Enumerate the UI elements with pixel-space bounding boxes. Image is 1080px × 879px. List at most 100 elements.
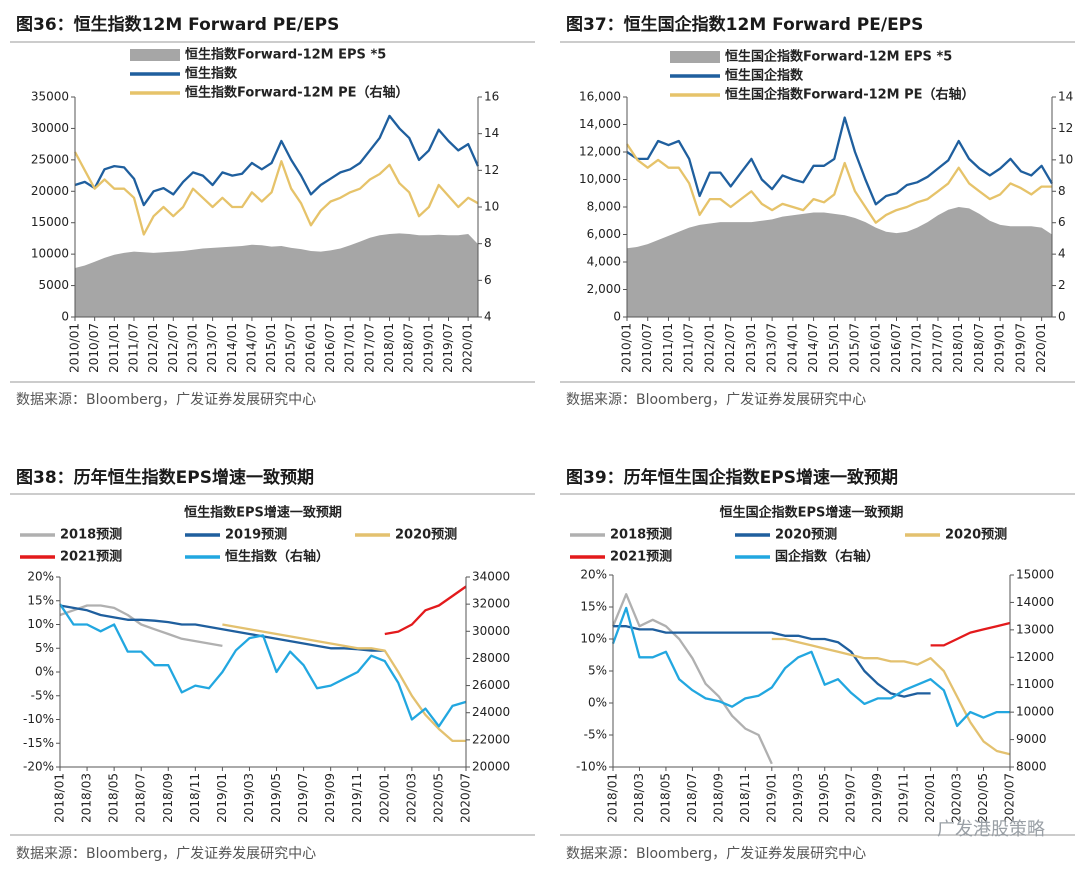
x-tick-label: 2015/07: [284, 323, 298, 373]
x-tick-label: 2018/03: [632, 773, 646, 823]
legend-label: 2019预测: [225, 527, 287, 543]
x-tick-label: 2019/01: [764, 773, 778, 823]
series-line: [384, 585, 467, 636]
x-tick-label: 2017/07: [930, 323, 944, 373]
legend-label: 恒生指数: [185, 66, 238, 82]
x-tick-label: 2018/01: [951, 323, 965, 373]
x-tick-label: 2015/07: [848, 323, 862, 373]
y-tick-label: 25000: [31, 152, 69, 166]
source: 数据来源：Bloomberg，广发证券发展研究中心: [566, 846, 866, 862]
y2-tick-label: 24000: [472, 705, 510, 719]
y2-tick-label: 11000: [1016, 677, 1054, 691]
x-tick-label: 2014/01: [225, 323, 239, 373]
y2-tick-label: 10: [484, 200, 499, 214]
source: 数据来源：Bloomberg，广发证券发展研究中心: [566, 392, 866, 408]
x-tick-label: 2014/07: [806, 323, 820, 373]
y-tick-label: -5%: [31, 688, 54, 702]
y2-tick-label: 4: [484, 310, 492, 324]
y-tick-label: 15%: [27, 593, 54, 607]
y-tick-label: 0%: [588, 696, 607, 710]
x-tick-label: 2020/01: [923, 773, 937, 823]
legend-label: 恒生指数Forward-12M EPS *5: [185, 47, 386, 63]
y-tick-label: -10%: [576, 760, 607, 774]
x-tick-label: 2018/11: [738, 773, 752, 823]
y-tick-label: 8,000: [587, 200, 621, 214]
y-tick-label: 4,000: [587, 255, 621, 269]
x-tick-label: 2019/07: [296, 773, 310, 823]
legend-label: 2020预测: [775, 527, 837, 543]
y2-tick-label: 4: [1058, 247, 1066, 261]
x-tick-label: 2016/07: [323, 323, 337, 373]
x-tick-label: 2018/09: [161, 773, 175, 823]
y2-tick-label: 10: [1058, 152, 1073, 166]
y2-tick-label: 14: [484, 126, 499, 140]
y-tick-label: 20%: [580, 568, 607, 582]
y2-tick-label: 32000: [472, 597, 510, 611]
legend-label: 2021预测: [610, 549, 672, 565]
y-tick-label: 12,000: [579, 145, 621, 159]
x-tick-label: 2018/07: [685, 773, 699, 823]
y-tick-label: 15%: [580, 600, 607, 614]
x-tick-label: 2018/03: [80, 773, 94, 823]
figure-title: 图36：恒生指数12M Forward PE/EPS: [16, 14, 339, 35]
x-tick-label: 2017/01: [910, 323, 924, 373]
chart-subtitle: 恒生国企指数EPS增速一致预期: [720, 505, 904, 521]
x-tick-label: 2018/11: [188, 773, 202, 823]
y-tick-label: 10%: [580, 632, 607, 646]
series-line: [59, 603, 467, 728]
y-tick-label: 30000: [31, 121, 69, 135]
area: [627, 207, 1052, 317]
x-tick-label: 2012/07: [723, 323, 737, 373]
x-tick-label: 2019/01: [993, 323, 1007, 373]
legend-swatch: [670, 51, 720, 63]
x-tick-label: 2020/01: [461, 323, 475, 373]
x-tick-label: 2019/05: [817, 773, 831, 823]
source: 数据来源：Bloomberg，广发证券发展研究中心: [16, 392, 316, 408]
series-line: [611, 593, 773, 765]
x-tick-label: 2014/01: [785, 323, 799, 373]
y2-tick-label: 12: [1058, 121, 1073, 135]
x-tick-label: 2010/07: [640, 323, 654, 373]
x-tick-label: 2020/07: [459, 773, 473, 823]
y-tick-label: 20000: [31, 184, 69, 198]
x-tick-label: 2011/07: [126, 323, 140, 373]
x-tick-label: 2018/01: [53, 773, 67, 823]
x-tick-label: 2018/09: [711, 773, 725, 823]
y-tick-label: -15%: [23, 736, 54, 750]
legend-label: 恒生国企指数Forward-12M EPS *5: [725, 49, 952, 65]
x-tick-label: 2019/03: [242, 773, 256, 823]
y2-tick-label: 9000: [1016, 732, 1047, 746]
x-tick-label: 2017/07: [362, 323, 376, 373]
y2-tick-label: 26000: [472, 678, 510, 692]
y2-tick-label: 12: [484, 163, 499, 177]
x-tick-label: 2018/05: [658, 773, 672, 823]
x-tick-label: 2019/09: [323, 773, 337, 823]
legend-label: 2018预测: [610, 527, 672, 543]
x-tick-label: 2017/01: [343, 323, 357, 373]
x-tick-label: 2020/03: [404, 773, 418, 823]
y2-tick-label: 14: [1058, 90, 1073, 104]
y2-tick-label: 12000: [1016, 650, 1054, 664]
y2-tick-label: 34000: [472, 570, 510, 584]
y-tick-label: 0%: [35, 665, 54, 679]
x-tick-label: 2016/01: [868, 323, 882, 373]
x-tick-label: 2019/07: [844, 773, 858, 823]
x-tick-label: 2019/05: [269, 773, 283, 823]
y-tick-label: -10%: [23, 712, 54, 726]
x-tick-label: 2011/01: [107, 323, 121, 373]
x-tick-label: 2019/07: [441, 323, 455, 373]
x-tick-label: 2018/07: [134, 773, 148, 823]
figure-title: 图38：历年恒生指数EPS增速一致预期: [16, 467, 314, 488]
x-tick-label: 2019/03: [791, 773, 805, 823]
area: [75, 233, 478, 317]
series-line: [73, 151, 479, 236]
y-tick-label: 20%: [27, 570, 54, 584]
figure-title: 图39：历年恒生国企指数EPS增速一致预期: [566, 467, 898, 488]
y-tick-label: 5000: [38, 278, 69, 292]
legend-label: 2020预测: [395, 527, 457, 543]
x-tick-label: 2018/07: [972, 323, 986, 373]
x-tick-label: 2020/05: [976, 773, 990, 823]
figure-title: 图37：恒生国企指数12M Forward PE/EPS: [566, 14, 923, 35]
legend-label: 国企指数（右轴）: [775, 549, 879, 565]
